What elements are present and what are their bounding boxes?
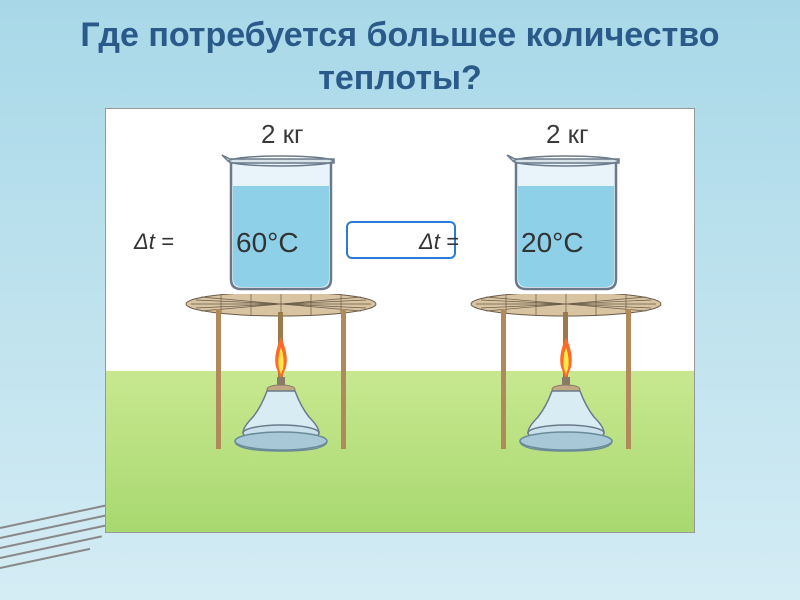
figure-frame: 2 кг Δt = 60°C: [105, 108, 695, 533]
delta-t-label-1: Δt =: [134, 229, 174, 255]
temperature-label-2: 20°C: [521, 227, 584, 259]
spirit-burner-2: [516, 337, 616, 437]
page-title: Где потребуется большее количество тепло…: [0, 0, 800, 109]
beaker-2: [501, 151, 631, 291]
diagram: 2 кг Δt = 60°C: [106, 109, 694, 532]
beaker-1: [216, 151, 346, 291]
mass-label-2: 2 кг: [546, 119, 589, 150]
mass-label-1: 2 кг: [261, 119, 304, 150]
temperature-label-1: 60°C: [236, 227, 299, 259]
delta-symbol: Δ: [134, 229, 149, 254]
delta-t-label-2: Δt =: [419, 229, 459, 255]
eq-symbol: =: [155, 229, 174, 254]
spirit-burner-1: [231, 337, 331, 437]
delta-symbol: Δ: [419, 229, 434, 254]
slide-accent: [0, 527, 140, 582]
eq-symbol: =: [440, 229, 459, 254]
